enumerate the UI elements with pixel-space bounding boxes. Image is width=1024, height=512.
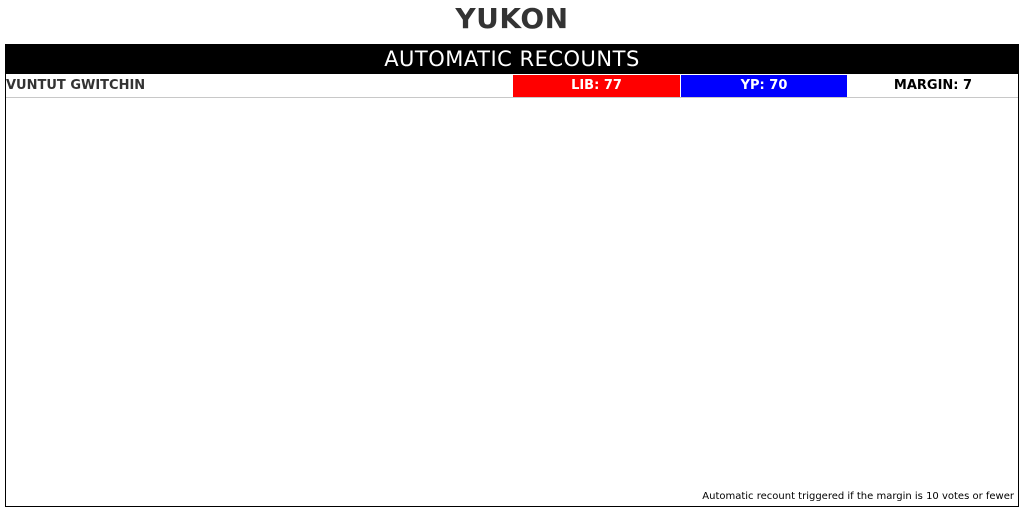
recount-row: VUNTUT GWITCHIN LIB: 77 YP: 70 MARGIN: 7 bbox=[6, 75, 1018, 98]
lib-result-badge: LIB: 77 bbox=[513, 75, 680, 97]
recounts-panel: AUTOMATIC RECOUNTS VUNTUT GWITCHIN LIB: … bbox=[5, 44, 1019, 507]
page-title: YUKON bbox=[455, 2, 569, 35]
yp-result-badge: YP: 70 bbox=[681, 75, 847, 97]
footnote: Automatic recount triggered if the margi… bbox=[702, 491, 1014, 502]
panel-header: AUTOMATIC RECOUNTS bbox=[6, 45, 1018, 74]
margin-value: MARGIN: 7 bbox=[893, 78, 973, 93]
riding-name: VUNTUT GWITCHIN bbox=[6, 78, 146, 93]
